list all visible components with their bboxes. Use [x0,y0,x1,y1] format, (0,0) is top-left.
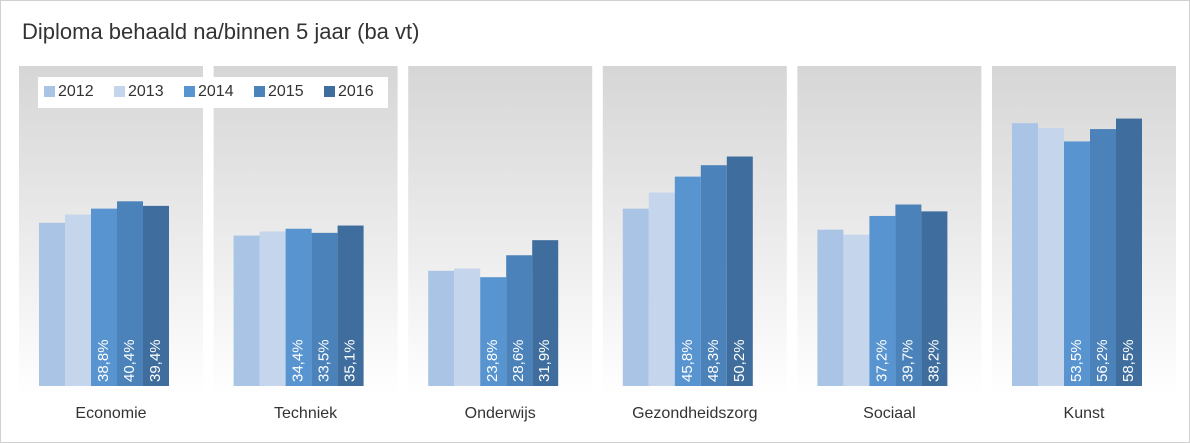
bar [506,255,533,386]
x-tick-label: Techniek [274,405,338,422]
bar [311,232,338,386]
x-tick-label: Kunst [1064,405,1105,422]
bar [143,205,169,386]
data-label: 35,1% [342,339,359,382]
legend-label: 2016 [338,83,374,100]
x-tick-label: Onderwijs [465,405,536,422]
data-label: 56,2% [1094,339,1111,382]
bar [1116,118,1142,387]
x-tick-label: Sociaal [863,405,915,422]
bar [648,192,675,386]
legend-swatch [254,86,265,97]
data-label: 34,4% [290,339,307,382]
data-label: 58,5% [1120,339,1137,382]
data-label: 39,7% [899,339,916,382]
legend-label: 2012 [58,83,94,100]
data-label: 45,8% [679,339,696,382]
data-label: 50,2% [731,339,748,382]
bar [259,231,286,386]
data-label: 53,5% [1068,339,1085,382]
bar [233,235,260,386]
legend-label: 2015 [268,83,304,100]
data-label: 38,8% [95,339,112,382]
bar [817,229,844,386]
data-label: 28,6% [510,339,527,382]
legend-label: 2014 [198,83,234,100]
bar [700,165,727,386]
data-label: 33,5% [316,339,333,382]
data-label: 40,4% [121,339,138,382]
data-label: 31,9% [536,339,553,382]
bar [337,225,364,386]
bar [1090,129,1116,387]
legend-swatch [114,86,125,97]
bar [1038,128,1064,386]
bar [895,204,922,386]
legend-swatch [324,86,335,97]
legend-swatch [44,86,55,97]
bar [117,201,143,386]
bar [843,234,870,386]
data-label: 39,4% [147,339,164,382]
bar [285,228,312,386]
legend-swatch [184,86,195,97]
bar [622,208,649,386]
bar [532,240,559,386]
bar [921,211,948,386]
bar [869,215,896,386]
data-label: 38,2% [925,339,942,382]
x-tick-label: Economie [75,405,146,422]
bar [726,156,753,386]
x-tick-label: Gezondheidszorg [632,405,757,422]
chart-title: Diploma behaald na/binnen 5 jaar (ba vt) [22,19,419,44]
bar [428,270,455,386]
bar [480,277,507,386]
bar [1064,141,1090,386]
legend-label: 2013 [128,83,164,100]
bar [65,214,91,386]
bar [91,208,117,386]
bar [674,176,701,386]
data-label: 23,8% [484,339,501,382]
data-label: 37,2% [873,339,890,382]
bar [1012,123,1038,387]
bar [454,268,481,386]
bar [39,222,65,386]
data-label: 48,3% [705,339,722,382]
